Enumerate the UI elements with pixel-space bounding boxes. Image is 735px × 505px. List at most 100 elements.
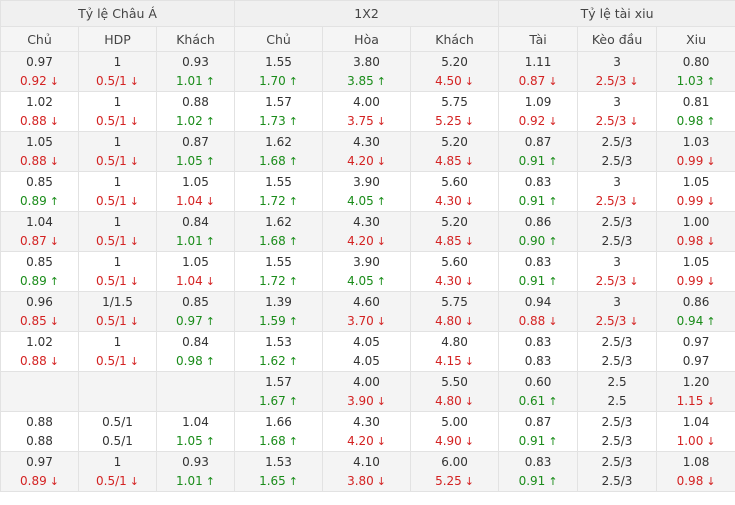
odds-current: 1.70 ↑ (235, 72, 322, 91)
arrow-down-icon: ↓ (464, 114, 475, 128)
odds-current-value: 1.65 (259, 473, 286, 488)
odds-cell: 1.02 0.88 ↓ (0, 331, 79, 372)
odds-current-value: 0.92 (20, 73, 47, 88)
odds-current: 0.99 ↓ (657, 272, 735, 291)
odds-cell: 1 0.5/1 ↓ (78, 171, 157, 212)
odds-cell: 3 2.5/3 ↓ (577, 91, 658, 132)
table-row[interactable]: 0.96 0.85 ↓ 1/1.5 0.5/1 ↓ 0.85 0.97 ↑ 1.39 1.59 ↑ 4.… (0, 291, 735, 332)
odds-current-value: 0.87 (20, 233, 47, 248)
odds-cell: 1.55 1.72 ↑ (234, 171, 324, 212)
odds-opening-value: 1.39 (265, 294, 292, 309)
table-row[interactable]: 0.85 0.89 ↑ 1 0.5/1 ↓ 1.05 1.04 ↓ 1.55 1.72 ↑ 3.90 4.… (0, 251, 735, 292)
odds-opening-value: 4.00 (353, 94, 380, 109)
odds-cell: 1.05 1.04 ↓ (155, 171, 236, 212)
arrow-down-icon: ↓ (49, 474, 59, 488)
odds-opening-value: 1.03 (682, 134, 710, 149)
odds-opening-value: 1.08 (682, 454, 710, 469)
odds-cell: 0.5/1 0.5/1 (78, 411, 157, 452)
odds-current: 0.87 ↓ (499, 72, 577, 91)
odds-cell: 0.83 0.83 (498, 331, 579, 372)
odds-current-value: 0.99 (676, 273, 704, 288)
odds-current-value: 0.90 (518, 233, 546, 248)
arrow-down-icon: ↓ (129, 154, 139, 168)
odds-current-value: 0.98 (676, 113, 704, 128)
table-row[interactable]: 0.85 0.89 ↑ 1 0.5/1 ↓ 1.05 1.04 ↓ 1.55 1.72 ↑ 3.90 4.… (0, 171, 735, 212)
arrow-up-icon: ↑ (205, 234, 215, 248)
odds-cell: 1.62 1.68 ↑ (234, 211, 324, 252)
arrow-down-icon: ↓ (376, 234, 386, 248)
odds-current: 1.01 ↑ (157, 472, 234, 491)
arrow-down-icon: ↓ (629, 194, 639, 208)
odds-opening-value: 0.83 (524, 254, 552, 269)
odds-current: 0.91 ↑ (499, 432, 577, 451)
odds-current-value: 4.80 (435, 393, 462, 408)
odds-opening-value: 1.57 (265, 374, 292, 389)
odds-current-value: 0.5/1 (96, 353, 127, 368)
arrow-down-icon: ↓ (464, 234, 475, 248)
odds-current-value: 1.72 (259, 193, 286, 208)
odds-cell: 1 0.5/1 ↓ (78, 451, 157, 492)
arrow-up-icon: ↑ (376, 274, 386, 288)
odds-current-value: 4.20 (347, 233, 374, 248)
table-row[interactable]: 1.05 0.88 ↓ 1 0.5/1 ↓ 0.87 1.05 ↑ 1.62 1.68 ↑ 4.30 4.… (0, 131, 735, 172)
arrow-down-icon: ↓ (548, 74, 558, 88)
odds-current: 4.15 ↓ (411, 352, 498, 371)
odds-current-value: 2.5/3 (595, 273, 627, 288)
odds-opening-value: 1.02 (26, 94, 53, 109)
odds-current-value: 0.89 (20, 273, 47, 288)
odds-current: 5.25 ↓ (411, 112, 498, 131)
table-row[interactable]: 0.97 0.89 ↓ 1 0.5/1 ↓ 0.93 1.01 ↑ 1.53 1.65 ↑ 4.10 3.… (0, 451, 735, 492)
arrow-up-icon: ↑ (288, 234, 298, 248)
odds-current: 0.91 ↑ (499, 152, 577, 171)
odds-current-value: 1.15 (676, 393, 704, 408)
group-header-1x2: 1X2 (234, 0, 500, 27)
arrow-down-icon: ↓ (376, 474, 386, 488)
odds-current: 3.80 ↓ (323, 472, 410, 491)
odds-current: 0.90 ↑ (499, 232, 577, 251)
odds-current: 0.98 ↑ (657, 112, 735, 131)
odds-current-value: 2.5/3 (595, 193, 627, 208)
odds-cell (155, 371, 236, 412)
odds-cell: 0.84 0.98 ↑ (155, 331, 236, 372)
odds-opening-value: 0.87 (524, 414, 552, 429)
odds-current: 1.01 ↑ (157, 72, 234, 91)
odds-current-value: 0.97 (176, 313, 203, 328)
odds-cell: 5.60 4.30 ↓ (410, 171, 500, 212)
table-row[interactable]: 1.02 0.88 ↓ 1 0.5/1 ↓ 0.88 1.02 ↑ 1.57 1.73 ↑ 4.00 3.… (0, 91, 735, 132)
arrow-up-icon: ↑ (205, 434, 215, 448)
table-row[interactable]: 0.88 0.88 0.5/1 0.5/1 1.04 1.05 ↑ 1.66 1.68 ↑ 4.30… (0, 411, 735, 452)
odds-cell: 1.20 1.15 ↓ (656, 371, 735, 412)
odds-opening-value: 0.93 (182, 54, 209, 69)
odds-cell: 6.00 5.25 ↓ (410, 451, 500, 492)
odds-opening-value: 1.55 (265, 254, 292, 269)
odds-cell: 5.75 5.25 ↓ (410, 91, 500, 132)
arrow-down-icon: ↓ (464, 394, 475, 408)
odds-current-value: 4.30 (435, 273, 462, 288)
odds-current-value: 4.50 (435, 73, 462, 88)
arrow-down-icon: ↓ (129, 474, 139, 488)
odds-cell: 3 2.5/3 ↓ (577, 291, 658, 332)
table-row[interactable]: 1.04 0.87 ↓ 1 0.5/1 ↓ 0.84 1.01 ↑ 1.62 1.68 ↑ 4.30 4.… (0, 211, 735, 252)
odds-current-value: 0.88 (518, 313, 546, 328)
table-row[interactable]: 1.02 0.88 ↓ 1 0.5/1 ↓ 0.84 0.98 ↑ 1.53 1.62 ↑ 4.05 4.… (0, 331, 735, 372)
arrow-up-icon: ↑ (548, 274, 558, 288)
arrow-down-icon: ↓ (548, 314, 558, 328)
odds-opening-value: 0.83 (524, 454, 552, 469)
odds-cell: 1 0.5/1 ↓ (78, 91, 157, 132)
odds-cell: 1 0.5/1 ↓ (78, 51, 157, 92)
odds-current-value: 1.73 (259, 113, 286, 128)
table-row[interactable]: 1.57 1.67 ↑ 4.00 3.90 ↓ 5.50 4.80 ↓ 0.60 0.61 ↑ 2.5 2… (0, 371, 735, 412)
odds-cell: 2.5/3 2.5/3 (577, 451, 658, 492)
arrow-up-icon: ↑ (288, 354, 298, 368)
odds-current-value: 0.88 (26, 433, 53, 448)
arrow-up-icon: ↑ (288, 154, 298, 168)
arrow-down-icon: ↓ (548, 114, 558, 128)
odds-current: 0.91 ↑ (499, 272, 577, 291)
odds-current: 1.15 ↓ (657, 392, 735, 411)
odds-current-value: 0.5/1 (96, 193, 127, 208)
odds-current: 2.5/3 ↓ (578, 272, 656, 291)
odds-current: 1.72 ↑ (235, 272, 322, 291)
arrow-up-icon: ↑ (288, 274, 298, 288)
odds-cell: 0.93 1.01 ↑ (155, 451, 236, 492)
table-row[interactable]: 0.97 0.92 ↓ 1 0.5/1 ↓ 0.93 1.01 ↑ 1.55 1.70 ↑ 3.80 3.… (0, 51, 735, 92)
